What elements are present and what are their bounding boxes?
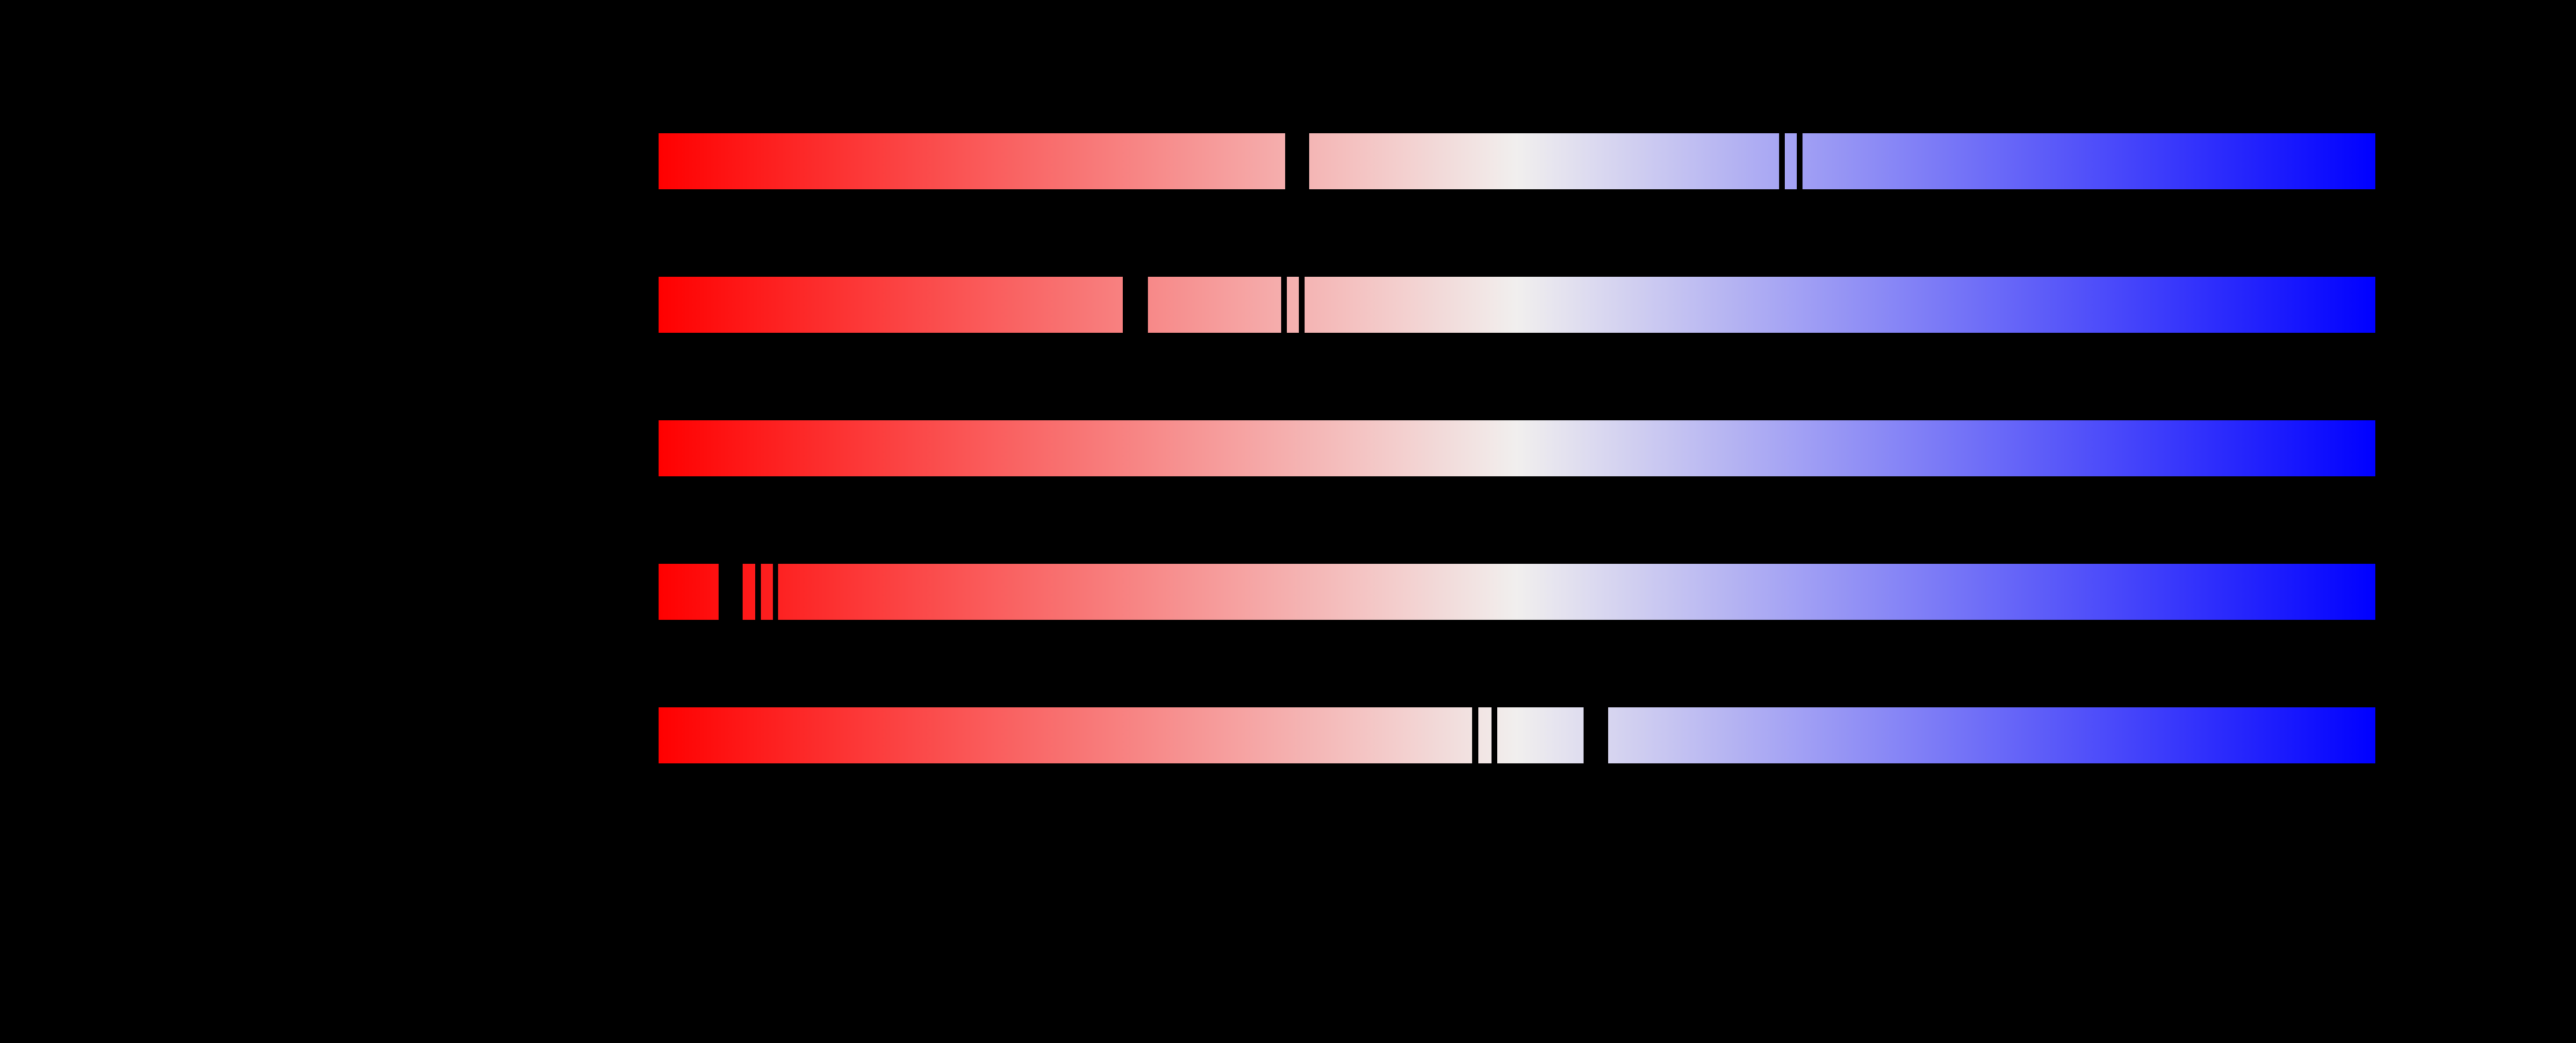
thin-tick-marker	[1779, 133, 1785, 190]
wide-tick-marker	[1123, 276, 1148, 333]
wide-tick-marker	[1285, 133, 1309, 190]
thin-tick-marker	[1492, 707, 1497, 764]
thin-tick-marker	[1797, 133, 1803, 190]
thin-tick-marker	[1299, 276, 1305, 333]
red-white-blue-gradient-fill	[659, 133, 2375, 189]
red-white-blue-gradient-fill	[659, 707, 2375, 763]
red-white-blue-gradient-fill	[659, 420, 2375, 476]
gradient-bar-row-5	[659, 707, 2375, 764]
wide-tick-marker	[1584, 707, 1608, 764]
wide-tick-marker	[719, 563, 743, 620]
thin-tick-marker	[1281, 276, 1287, 333]
red-white-blue-gradient-fill	[659, 277, 2375, 333]
gradient-bar-row-1	[659, 133, 2375, 190]
gradient-bar-row-3	[659, 420, 2375, 476]
thin-tick-marker	[773, 563, 778, 620]
thin-tick-marker	[755, 563, 761, 620]
gradient-bar-row-2	[659, 276, 2375, 333]
red-white-blue-gradient-fill	[659, 564, 2375, 620]
thin-tick-marker	[1472, 707, 1478, 764]
gradient-bar-row-4	[659, 563, 2375, 620]
